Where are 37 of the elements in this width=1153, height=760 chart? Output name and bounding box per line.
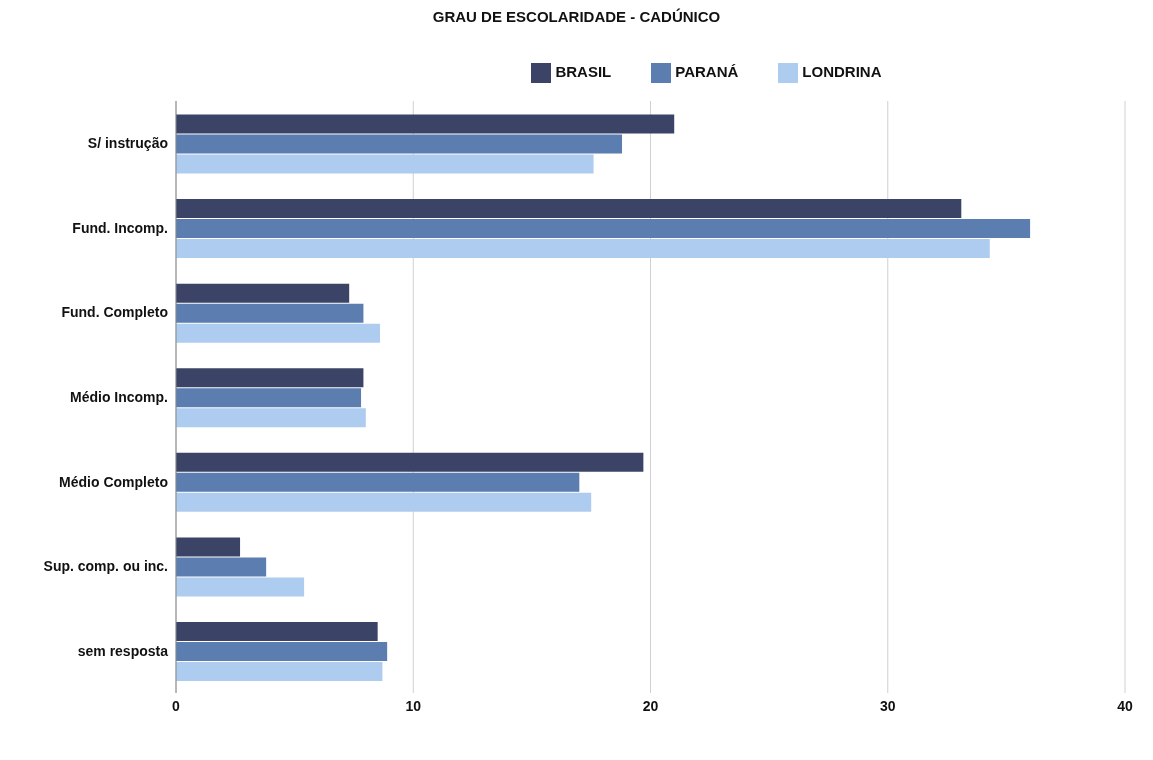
bar xyxy=(176,283,350,303)
bar xyxy=(176,323,381,343)
bar xyxy=(176,114,675,134)
legend-label: PARANÁ xyxy=(675,63,739,81)
bar xyxy=(176,641,388,661)
y-tick-label: Fund. Incomp. xyxy=(72,219,168,236)
x-tick-label: 30 xyxy=(879,697,896,714)
bar xyxy=(176,621,378,641)
bar xyxy=(176,303,364,323)
y-tick-label: S/ instrução xyxy=(87,135,168,152)
bar xyxy=(176,492,592,512)
bar xyxy=(176,219,1031,239)
bar xyxy=(176,408,366,428)
x-tick-label: 20 xyxy=(642,697,659,714)
x-tick-label: 40 xyxy=(1117,697,1133,714)
bar xyxy=(176,452,644,472)
bar xyxy=(176,557,267,577)
y-tick-label: Médio Incomp. xyxy=(70,388,168,405)
y-tick-label: Fund. Completo xyxy=(61,304,168,321)
bar xyxy=(176,577,305,597)
bar xyxy=(176,239,990,259)
legend-label: BRASIL xyxy=(555,63,612,81)
bar xyxy=(176,154,594,174)
legend-label: LONDRINA xyxy=(802,63,882,81)
bar xyxy=(176,134,623,154)
y-tick-label: sem resposta xyxy=(77,642,169,659)
bar xyxy=(176,388,362,408)
bar xyxy=(176,368,364,388)
bar xyxy=(176,472,580,492)
x-tick-label: 10 xyxy=(405,697,422,714)
bar xyxy=(176,537,241,557)
bar xyxy=(176,199,962,219)
x-tick-label: 0 xyxy=(172,697,181,714)
y-tick-label: Sup. comp. ou inc. xyxy=(43,558,168,575)
bar xyxy=(176,661,383,681)
chart-title: GRAU DE ESCOLARIDADE - CADÚNICO xyxy=(431,8,722,25)
y-tick-label: Médio Completo xyxy=(59,473,168,490)
